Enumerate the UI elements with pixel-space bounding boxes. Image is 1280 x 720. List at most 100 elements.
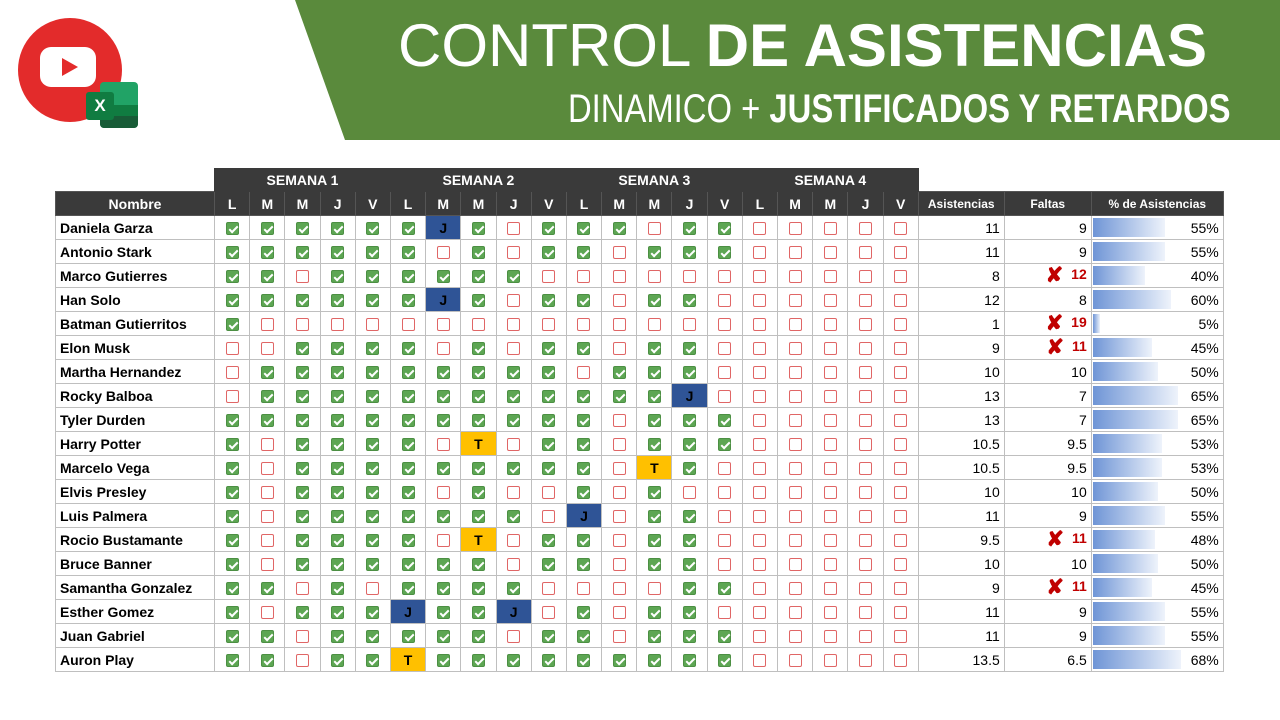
attendance-cell[interactable] [249, 455, 286, 480]
attendance-cell[interactable] [706, 431, 743, 456]
checked-checkbox-icon[interactable] [225, 510, 239, 524]
attendance-cell[interactable] [565, 647, 603, 672]
unchecked-checkbox-icon[interactable] [858, 582, 872, 596]
attendance-cell[interactable] [812, 575, 849, 600]
checked-checkbox-icon[interactable] [260, 222, 274, 236]
attendance-cell[interactable] [319, 383, 356, 408]
checked-checkbox-icon[interactable] [295, 438, 309, 452]
attendance-cell[interactable] [706, 479, 743, 504]
unchecked-checkbox-icon[interactable] [788, 558, 802, 572]
checked-checkbox-icon[interactable] [295, 294, 309, 308]
unchecked-checkbox-icon[interactable] [612, 606, 626, 620]
attendance-cell[interactable] [425, 335, 462, 360]
attendance-cell[interactable] [847, 455, 884, 480]
attendance-cell[interactable] [741, 599, 779, 624]
attendance-cell[interactable] [847, 599, 884, 624]
attendance-cell[interactable] [249, 311, 286, 336]
attendance-cell[interactable] [284, 239, 321, 264]
checked-checkbox-icon[interactable] [366, 294, 380, 308]
attendance-cell[interactable] [213, 479, 251, 504]
attendance-cell[interactable] [706, 215, 743, 240]
attendance-cell[interactable] [425, 479, 462, 504]
unchecked-checkbox-icon[interactable] [858, 270, 872, 284]
checked-checkbox-icon[interactable] [683, 582, 697, 596]
checked-checkbox-icon[interactable] [683, 366, 697, 380]
attendance-cell[interactable] [213, 407, 251, 432]
checked-checkbox-icon[interactable] [436, 390, 450, 404]
attendance-cell[interactable] [249, 479, 286, 504]
attendance-cell[interactable] [847, 575, 884, 600]
unchecked-checkbox-icon[interactable] [823, 558, 837, 572]
unchecked-checkbox-icon[interactable] [788, 534, 802, 548]
checked-checkbox-icon[interactable] [542, 222, 556, 236]
checked-checkbox-icon[interactable] [331, 414, 345, 428]
attendance-cell[interactable] [812, 431, 849, 456]
unchecked-checkbox-icon[interactable] [507, 438, 521, 452]
checked-checkbox-icon[interactable] [366, 486, 380, 500]
attendance-cell[interactable] [425, 263, 462, 288]
unchecked-checkbox-icon[interactable] [542, 510, 556, 524]
unchecked-checkbox-icon[interactable] [894, 630, 908, 644]
checked-checkbox-icon[interactable] [507, 414, 521, 428]
attendance-cell[interactable] [847, 383, 884, 408]
attendance-cell[interactable] [213, 359, 251, 384]
unchecked-checkbox-icon[interactable] [507, 534, 521, 548]
attendance-cell[interactable] [425, 407, 462, 432]
attendance-cell[interactable] [319, 551, 356, 576]
checked-checkbox-icon[interactable] [647, 294, 661, 308]
attendance-cell[interactable] [601, 623, 638, 648]
attendance-cell[interactable] [565, 383, 603, 408]
checked-checkbox-icon[interactable] [507, 366, 521, 380]
checked-checkbox-icon[interactable] [401, 294, 415, 308]
unchecked-checkbox-icon[interactable] [718, 462, 732, 476]
attendance-cell[interactable] [530, 407, 567, 432]
attendance-cell[interactable] [319, 623, 356, 648]
attendance-cell[interactable] [565, 311, 603, 336]
attendance-cell[interactable] [319, 335, 356, 360]
attendance-cell[interactable] [706, 575, 743, 600]
checked-checkbox-icon[interactable] [542, 654, 556, 668]
attendance-cell[interactable] [249, 383, 286, 408]
checked-checkbox-icon[interactable] [366, 510, 380, 524]
unchecked-checkbox-icon[interactable] [260, 534, 274, 548]
checked-checkbox-icon[interactable] [225, 294, 239, 308]
attendance-cell[interactable] [636, 383, 673, 408]
attendance-cell[interactable] [284, 359, 321, 384]
checked-checkbox-icon[interactable] [683, 606, 697, 620]
attendance-cell[interactable] [601, 551, 638, 576]
attendance-cell[interactable] [354, 503, 391, 528]
justified-cell[interactable]: J [671, 383, 708, 408]
attendance-cell[interactable] [249, 551, 286, 576]
checked-checkbox-icon[interactable] [436, 558, 450, 572]
attendance-cell[interactable] [249, 335, 286, 360]
attendance-cell[interactable] [425, 239, 462, 264]
attendance-cell[interactable] [847, 287, 884, 312]
checked-checkbox-icon[interactable] [401, 510, 415, 524]
attendance-cell[interactable] [249, 503, 286, 528]
unchecked-checkbox-icon[interactable] [894, 246, 908, 260]
attendance-cell[interactable] [284, 335, 321, 360]
checked-checkbox-icon[interactable] [647, 246, 661, 260]
unchecked-checkbox-icon[interactable] [788, 342, 802, 356]
attendance-cell[interactable] [213, 575, 251, 600]
checked-checkbox-icon[interactable] [366, 222, 380, 236]
checked-checkbox-icon[interactable] [542, 390, 556, 404]
unchecked-checkbox-icon[interactable] [753, 318, 767, 332]
attendance-cell[interactable] [213, 527, 251, 552]
attendance-cell[interactable] [460, 647, 497, 672]
unchecked-checkbox-icon[interactable] [577, 318, 591, 332]
attendance-cell[interactable] [425, 575, 462, 600]
checked-checkbox-icon[interactable] [331, 486, 345, 500]
justified-cell[interactable]: J [565, 503, 603, 528]
attendance-cell[interactable] [812, 407, 849, 432]
attendance-cell[interactable] [530, 311, 567, 336]
unchecked-checkbox-icon[interactable] [542, 270, 556, 284]
attendance-cell[interactable] [636, 623, 673, 648]
attendance-cell[interactable] [425, 599, 462, 624]
attendance-cell[interactable] [425, 383, 462, 408]
unchecked-checkbox-icon[interactable] [225, 390, 239, 404]
attendance-cell[interactable] [741, 407, 779, 432]
unchecked-checkbox-icon[interactable] [788, 582, 802, 596]
checked-checkbox-icon[interactable] [260, 414, 274, 428]
attendance-cell[interactable] [565, 431, 603, 456]
